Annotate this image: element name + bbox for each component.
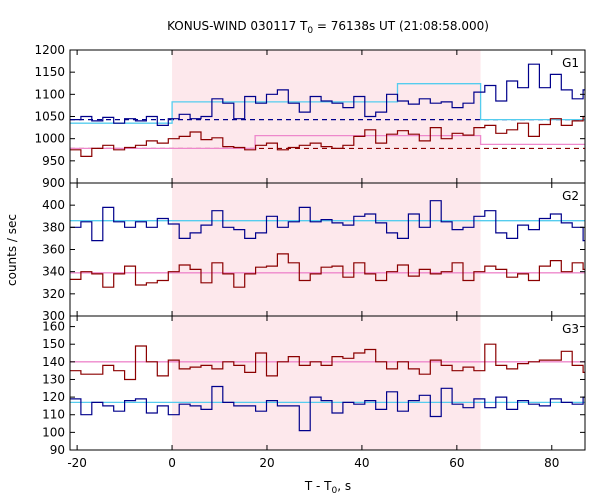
panel-label: G1: [562, 56, 579, 70]
series-step-line: [70, 115, 585, 157]
x-tick-label: 0: [168, 456, 176, 470]
y-axis-label: counts / sec: [5, 214, 19, 286]
y-tick-label: 1050: [34, 110, 65, 124]
panel-plot-area: [70, 343, 585, 432]
y-tick-label: 360: [42, 243, 65, 257]
shaded-interval: [172, 50, 481, 183]
chart-title: KONUS-WIND 030117 T0 = 76138s UT (21:08:…: [167, 19, 489, 36]
panel-g2: 300 320 340 360 380 400 G2: [42, 182, 586, 323]
y-tick-label: 950: [42, 154, 65, 168]
panel-label: G3: [562, 322, 579, 336]
x-tick-label: 20: [259, 456, 274, 470]
y-tick-label: 90: [50, 443, 65, 457]
y-tick-label: 110: [42, 408, 65, 422]
x-tick-label: 60: [449, 456, 464, 470]
x-tick-label: -20: [67, 456, 87, 470]
y-tick-label: 300: [42, 309, 65, 323]
y-tick-label: 100: [42, 425, 65, 439]
plot-layer: 90095010001050110011501200G1300320340360…: [34, 43, 586, 470]
shaded-interval: [172, 316, 481, 450]
y-tick-label: 380: [42, 220, 65, 234]
panel-plot-area: [70, 200, 585, 288]
y-tick-label: 1150: [34, 65, 65, 79]
x-axis-label: T - T0, s: [304, 479, 351, 496]
y-tick-label: 400: [42, 198, 65, 212]
series-step-line: [70, 385, 585, 432]
fit-line: [70, 83, 585, 124]
x-tick-label: 40: [354, 456, 369, 470]
y-tick-label: 130: [42, 372, 65, 386]
panel-label: G2: [562, 189, 579, 203]
fit-line: [70, 134, 585, 150]
panel-g3: 90 100 110 120 130 140 150 160 G3: [42, 315, 586, 457]
series-step-line: [70, 343, 585, 381]
panel-plot-area: [70, 63, 585, 157]
y-tick-label: 120: [42, 390, 65, 404]
y-tick-label: 320: [42, 287, 65, 301]
series-step-line: [70, 200, 585, 242]
panel-g1: 900 950 1000 1050 1100 1150 1200 G1: [34, 43, 586, 190]
y-tick-label: 1000: [34, 132, 65, 146]
y-tick-label: 140: [42, 355, 65, 369]
panel-frame: [69, 315, 586, 451]
shaded-interval: [172, 183, 481, 316]
y-tick-label: 1200: [34, 43, 65, 57]
y-tick-label: 1100: [34, 87, 65, 101]
y-tick-label: 900: [42, 176, 65, 190]
y-tick-label: 340: [42, 265, 65, 279]
series-step-line: [70, 63, 585, 126]
x-tick-label: 80: [544, 456, 559, 470]
y-tick-label: 150: [42, 337, 65, 351]
y-tick-label: 160: [42, 320, 65, 334]
series-step-line: [70, 253, 585, 288]
